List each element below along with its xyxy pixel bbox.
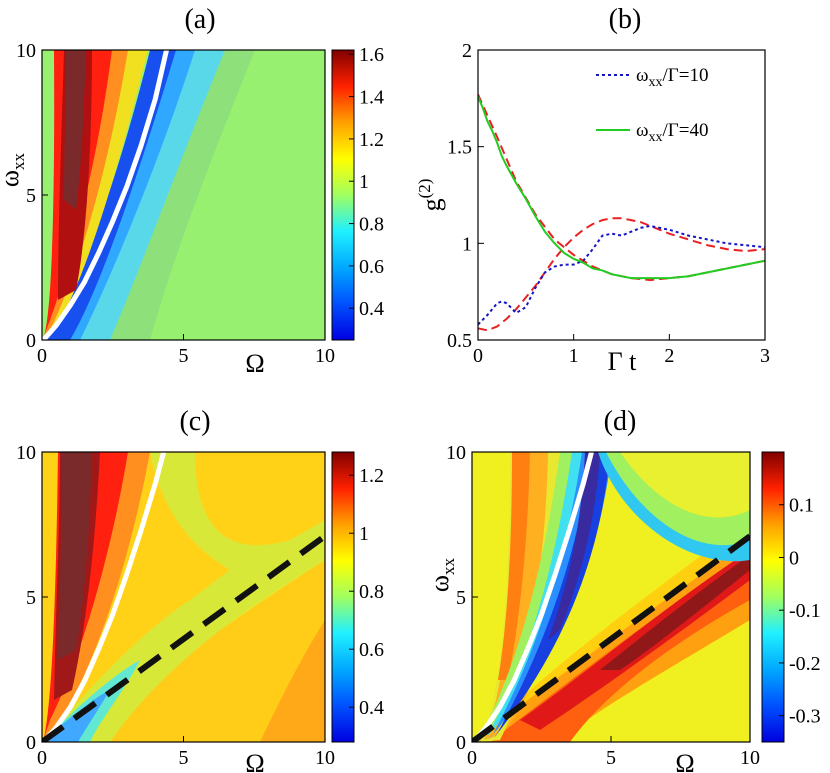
- x-tick-label: 10: [740, 747, 760, 769]
- svg-text:g(2): g(2): [415, 179, 446, 212]
- panel-a-ylabel: ωxx: [0, 152, 28, 187]
- y-tick-label: 0.5: [447, 330, 472, 352]
- panel-a: (a) 0 5 10 0 5 10 Ω ωxx 0.4 0.6 0.8 1 1.2 1.4 1.6: [0, 4, 384, 378]
- colorbar-tick-label: -0.3: [789, 706, 821, 728]
- legend-label-wxx10: ωxx/Γ=10: [636, 65, 709, 90]
- y-tick-label: 1.5: [447, 137, 472, 159]
- x-tick-label: 2: [664, 345, 674, 367]
- svg-text:ωxx: ωxx: [425, 557, 458, 592]
- y-tick-label: 0: [456, 732, 466, 754]
- y-tick-label: 10: [446, 442, 466, 464]
- panel-a-xlabel: Ω: [245, 349, 264, 378]
- y-tick-label: 2: [462, 40, 472, 62]
- colorbar-tick-label: 0.1: [789, 495, 814, 517]
- panel-b-fit-40: [478, 94, 765, 282]
- y-tick-label: 0: [26, 732, 36, 754]
- x-tick-label: 10: [315, 345, 335, 367]
- panel-a-colorbar-ticks: 0.4 0.6 0.8 1 1.2 1.4 1.6: [349, 44, 384, 320]
- panel-b-frame: [477, 49, 766, 341]
- x-tick-label: 3: [760, 345, 770, 367]
- panel-c-title: (c): [179, 406, 210, 437]
- panel-a-axes: 0 5 10 0 5 10: [16, 40, 335, 367]
- panel-b-ylabel: g(2): [415, 179, 446, 212]
- colorbar-tick-label: 0: [789, 547, 799, 569]
- panel-b-legend: ωxx/Γ=10 ωxx/Γ=40: [596, 65, 709, 145]
- x-tick-label: 10: [315, 747, 335, 769]
- colorbar-tick-label: -0.1: [789, 600, 821, 622]
- panel-a-colorbar: [331, 49, 355, 341]
- y-tick-label: 5: [26, 185, 36, 207]
- panel-d-white-curve: [472, 452, 594, 742]
- panel-d: (d) 0 5 10 0 5 10 Ω ωxx: [425, 406, 821, 773]
- x-tick-label: 5: [179, 747, 189, 769]
- panel-b-fit-10: [478, 217, 765, 332]
- y-tick-label: 10: [16, 442, 36, 464]
- colorbar-tick-label: 1.2: [359, 129, 384, 151]
- panel-c-axes: 0 5 10 0 5 10: [16, 442, 335, 769]
- colorbar-tick-label: 1: [359, 171, 369, 193]
- colorbar-tick-label: 0.4: [359, 298, 384, 320]
- panel-c-dashed-line: [42, 533, 325, 742]
- x-tick-label: 0: [467, 747, 477, 769]
- panel-d-heatmap: [472, 452, 750, 742]
- panel-d-dashed-line: [472, 533, 750, 742]
- y-tick-label: 0: [26, 330, 36, 352]
- panel-b-series-wxx10: [478, 224, 765, 326]
- x-tick-label: 1: [569, 345, 579, 367]
- x-tick-label: 0: [37, 345, 47, 367]
- colorbar-tick-label: 0.6: [359, 256, 384, 278]
- x-tick-label: 0: [473, 345, 483, 367]
- y-tick-label: 10: [16, 40, 36, 62]
- panel-a-title: (a): [184, 4, 215, 35]
- y-tick-label: 5: [456, 587, 466, 609]
- svg-text:ωxx: ωxx: [0, 152, 28, 187]
- panel-d-xlabel: Ω: [675, 749, 694, 773]
- panel-d-colorbar-ticks: -0.3 -0.2 -0.1 0 0.1: [779, 495, 821, 728]
- colorbar-tick-label: -0.2: [789, 653, 821, 675]
- panel-b: (b) 0 1 2 3 0.5 1 1.5 2 Γ t g(2) ωxx/Γ=10 ωxx/Γ…: [415, 4, 770, 376]
- colorbar-tick-label: 0.6: [359, 639, 384, 661]
- panel-c-white-curve: [42, 452, 167, 742]
- panel-c-xlabel: Ω: [245, 749, 264, 773]
- colorbar-tick-label: 0.8: [359, 214, 384, 236]
- legend-label-wxx40: ωxx/Γ=40: [636, 120, 709, 145]
- panel-b-xlabel: Γ t: [608, 347, 638, 376]
- y-tick-label: 5: [26, 587, 36, 609]
- panel-b-title: (b): [609, 4, 642, 35]
- colorbar-tick-label: 1: [359, 523, 369, 545]
- colorbar-tick-label: 0.8: [359, 581, 384, 603]
- panel-d-title: (d): [604, 406, 637, 437]
- panel-b-axes: 0 1 2 3 0.5 1 1.5 2: [447, 40, 770, 367]
- x-tick-label: 0: [37, 747, 47, 769]
- panel-c: (c) 0 5 10 0 5 10 Ω 0.4 0.6 0.8 1 1.2: [16, 406, 384, 773]
- panel-c-colorbar-ticks: 0.4 0.6 0.8 1 1.2: [349, 465, 384, 719]
- colorbar-tick-label: 1.6: [359, 44, 384, 66]
- x-tick-label: 5: [606, 747, 616, 769]
- panel-a-heatmap: [42, 50, 325, 340]
- panel-d-colorbar: [761, 451, 785, 743]
- panel-c-colorbar: [331, 451, 355, 743]
- y-tick-label: 1: [462, 233, 472, 255]
- colorbar-tick-label: 1.2: [359, 465, 384, 487]
- colorbar-tick-label: 1.4: [359, 87, 384, 109]
- panel-d-ylabel: ωxx: [425, 557, 458, 592]
- panel-c-heatmap: [42, 452, 325, 742]
- x-tick-label: 5: [179, 345, 189, 367]
- panel-a-white-curve: [42, 50, 169, 340]
- panel-b-plot: [478, 94, 765, 332]
- panel-d-axes: 0 5 10 0 5 10: [446, 442, 760, 769]
- colorbar-tick-label: 0.4: [359, 697, 384, 719]
- panel-b-series-wxx40: [478, 96, 765, 280]
